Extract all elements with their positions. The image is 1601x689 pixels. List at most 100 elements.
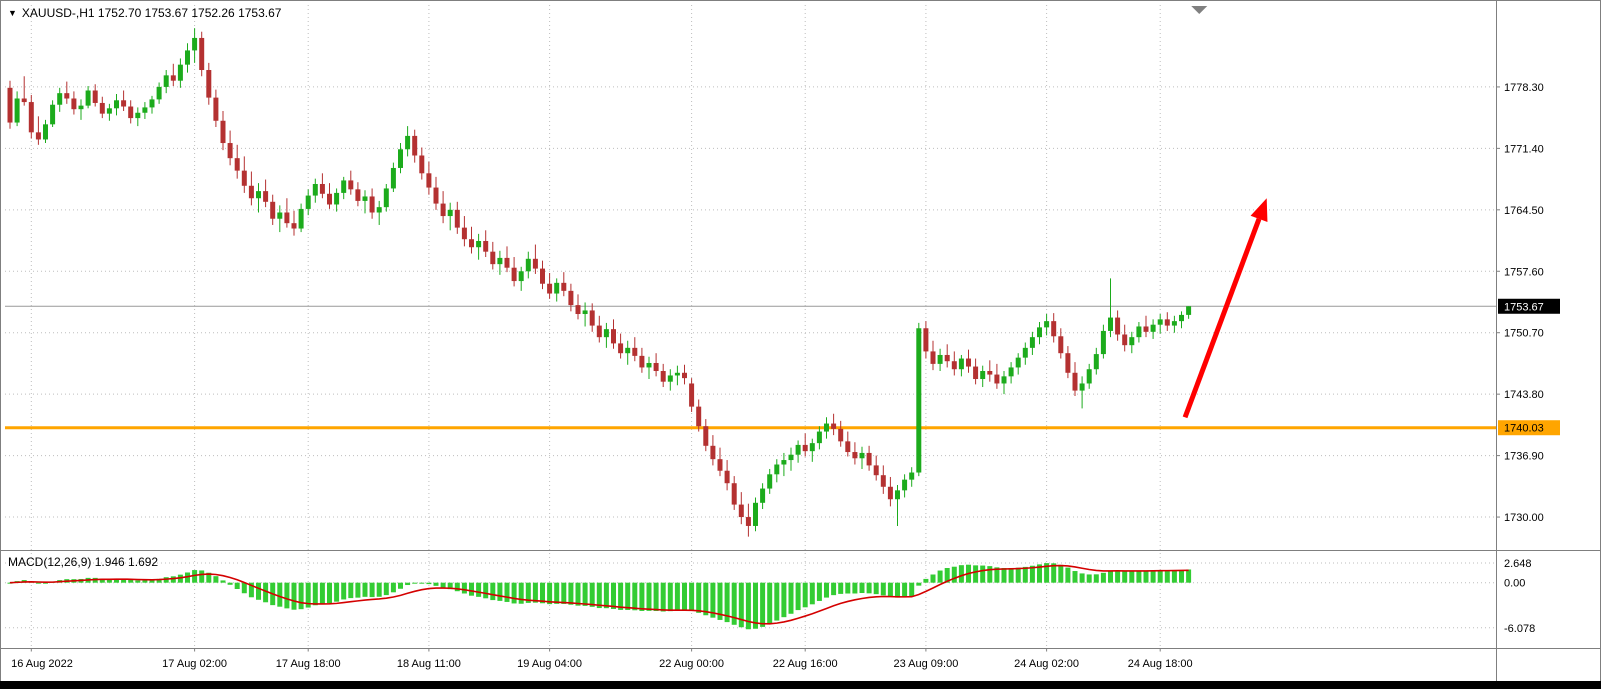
bear-candle [873,465,879,476]
bear-candle [21,98,27,103]
macd-histogram-bar [909,582,915,597]
macd-histogram-bar [398,582,403,589]
bull-candle [149,99,155,108]
scroll-marker-icon[interactable] [1191,6,1208,14]
bear-candle [568,290,574,306]
current-price-badge [1498,298,1560,314]
bear-candle [490,251,496,265]
macd-histogram-bar [845,582,851,594]
macd-histogram-bar [1058,564,1064,583]
bull-candle [185,50,190,65]
macd-histogram-bar [547,582,553,605]
bear-candle [838,428,844,442]
macd-histogram-bar [1108,570,1113,583]
bear-candle [987,371,993,375]
macd-histogram-bar [177,574,183,583]
macd-histogram-bar [99,578,105,583]
bear-candle [419,155,425,174]
time-tick-label: 22 Aug 16:00 [773,658,838,670]
macd-histogram-bar [674,582,680,611]
macd-histogram-bar [1008,568,1014,583]
macd-histogram-bar [1186,569,1192,583]
bear-candle [355,189,361,201]
bull-candle [781,460,787,465]
macd-histogram-bar [440,582,446,588]
price-tick-label: 1743.80 [1504,389,1544,401]
bull-candle [43,124,48,140]
macd-histogram-bar [305,582,311,608]
macd-histogram-bar [611,582,616,609]
macd-histogram-bar [1093,574,1099,583]
bear-candle [412,135,418,156]
macd-histogram-bar [227,582,233,585]
macd-histogram-bar [277,582,283,607]
bull-candle [341,180,347,193]
candlesticks-layer[interactable] [7,28,1192,537]
macd-histogram-bar [1164,570,1170,583]
bull-candle [909,472,915,480]
bear-candle [440,203,446,217]
macd-histogram-bar [809,582,815,605]
price-tick-label: 1730.00 [1504,512,1544,524]
macd-histogram-bar [703,582,709,616]
bull-candle [298,208,304,229]
macd-histogram-bar [163,577,169,583]
collapse-icon[interactable]: ▼ [8,7,17,18]
macd-histogram-bar [156,578,162,583]
macd-histogram-bar [135,580,141,583]
macd-histogram-bar [895,582,900,598]
bear-candle [319,183,325,194]
macd-histogram-bar [256,582,261,600]
price-tick-label: 1778.30 [1504,82,1544,94]
bear-candle [483,240,489,252]
macd-histogram-bar [561,582,567,604]
macd-histogram-bar [1079,573,1085,583]
bull-candle [78,105,84,110]
macd-histogram-bar [43,582,48,584]
macd-histogram-bar [866,582,872,594]
bear-candle [241,170,247,186]
trend-arrow-annotation[interactable] [1182,198,1268,419]
macd-histogram-bar [632,582,638,611]
bull-candle [405,135,411,150]
bear-candle [966,358,971,367]
bear-candle [703,426,709,446]
macd-histogram-bar [1022,566,1028,583]
price-axis[interactable]: 1778.30 1771.40 1764.50 1757.60 1750.70 1743.… [1497,82,1560,635]
bear-candle [248,185,254,199]
macd-histogram-bar [717,582,723,620]
price-tick-label: 1771.40 [1504,143,1544,155]
macd-histogram-bar [376,582,382,597]
bull-candle [1015,357,1021,368]
bear-candle [170,75,176,81]
time-tick-label: 24 Aug 02:00 [1014,658,1079,670]
bear-candle [575,305,581,315]
time-tick-label: 17 Aug 02:00 [162,658,227,670]
bear-candle [99,102,105,114]
macd-histogram-bar [1065,567,1071,583]
bear-candle [28,102,34,133]
bull-candle [674,372,680,376]
support-price-badge-label: 1740.03 [1504,423,1544,435]
macd-histogram-bar [206,572,212,583]
macd-histogram-bar [142,580,148,583]
macd-histogram-bar [887,582,893,598]
bear-candle [852,452,858,459]
macd-histogram-bar [312,582,318,606]
macd-histogram-bar [192,570,198,583]
macd-histogram-bar [1086,574,1092,583]
macd-signal-line [9,564,1189,625]
macd-histogram-bar [987,566,993,583]
price-tick-label: 1757.60 [1504,266,1544,278]
bear-candle [35,132,41,140]
bull-candle [760,488,766,503]
time-axis[interactable]: 16 Aug 2022 17 Aug 02:00 17 Aug 18:00 18 Au… [11,648,1193,671]
bear-candle [1072,372,1078,391]
bull-candle [1100,330,1106,355]
macd-histogram-bar [660,582,666,612]
bear-candle [199,37,205,71]
bull-candle [603,329,609,338]
macd-histogram-bar [618,582,624,610]
macd-histogram-bar [653,582,659,612]
